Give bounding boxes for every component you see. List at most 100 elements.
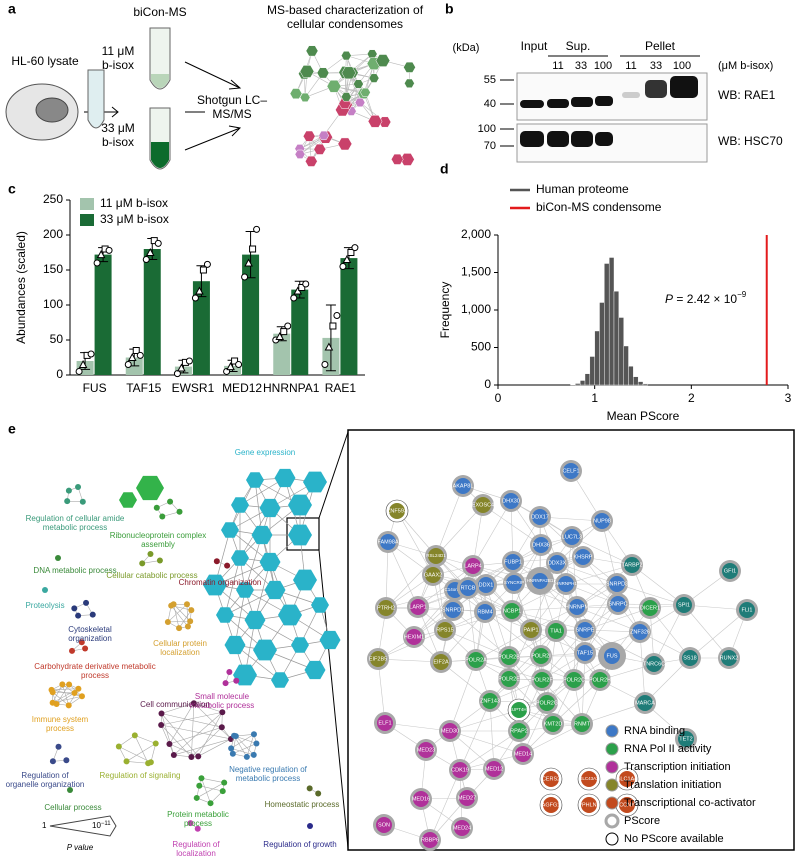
- cluster-edge: [232, 743, 257, 755]
- cluster-node: [219, 709, 226, 716]
- annotation: P = 2.42 × 10−9: [665, 290, 747, 306]
- data-point: [75, 368, 83, 375]
- cluster-label: Cytoskeletal organization: [68, 625, 112, 644]
- legend-swatch: [80, 214, 94, 226]
- cluster-node: [78, 639, 85, 646]
- cluster-node: [194, 825, 201, 832]
- cluster-node: [59, 681, 66, 688]
- node-label: HEXIM1: [404, 634, 424, 640]
- node-label: POLR2A: [465, 657, 487, 663]
- nucleus: [35, 97, 69, 123]
- network-node: [637, 695, 653, 711]
- cluster-label: Small molecule metabolic process: [189, 692, 255, 711]
- network-node: [437, 622, 453, 638]
- network-node: [294, 149, 306, 159]
- y-axis-label: Frequency: [438, 282, 452, 339]
- cluster-node: [48, 686, 55, 693]
- data-point: [136, 351, 144, 359]
- bar: [340, 258, 358, 375]
- conc-label: (μM b-isox): [718, 60, 773, 72]
- cluster-edge: [51, 689, 83, 697]
- cluster-node: [259, 552, 281, 572]
- x-tick-label: TAF15: [126, 381, 161, 395]
- data-point: [127, 352, 137, 361]
- cluster-node: [187, 618, 194, 625]
- node-label: EXOSC4: [472, 502, 494, 508]
- network-node: [577, 622, 593, 638]
- cluster-edge: [193, 702, 223, 713]
- node-label: KHSRP: [574, 554, 593, 560]
- cluster-node: [188, 753, 195, 760]
- cluster-node: [78, 693, 85, 700]
- cluster-node: [213, 558, 220, 565]
- network-node: [428, 548, 444, 564]
- cluster-edge: [51, 688, 79, 691]
- data-point: [132, 347, 140, 354]
- node-label: EIF2A: [433, 659, 449, 665]
- bar: [94, 254, 112, 375]
- network-node: [501, 649, 517, 665]
- cluster-node: [274, 468, 296, 488]
- legend-swatch: [605, 796, 619, 810]
- network-node: [389, 503, 405, 519]
- network-node: [289, 88, 303, 100]
- lane-label: 100: [594, 60, 612, 72]
- cluster-node: [259, 498, 281, 518]
- network-edge: [467, 587, 477, 661]
- data-point: [191, 294, 199, 302]
- network-node: [721, 650, 737, 666]
- network-node: [543, 797, 559, 813]
- cluster-node: [244, 610, 266, 630]
- node-label: NCBP1: [503, 608, 521, 614]
- cluster-node: [131, 732, 138, 739]
- data-point: [78, 359, 88, 368]
- cluster-node: [271, 672, 289, 688]
- legend-label: Transcriptional co-activator: [624, 797, 756, 809]
- network-edge: [565, 564, 633, 585]
- histogram-bar: [575, 383, 581, 386]
- node-label: CELF1: [562, 468, 579, 474]
- network-node: [604, 648, 620, 664]
- node-label: LARP1: [409, 604, 426, 610]
- network-node: [610, 596, 626, 612]
- y-tick-label: 100: [43, 297, 63, 311]
- marker-label: 55: [484, 74, 496, 86]
- network-node: [354, 97, 366, 108]
- cluster-node: [303, 471, 327, 493]
- network-node: [566, 672, 582, 688]
- cluster-node: [250, 751, 257, 758]
- cluster-node: [293, 569, 317, 591]
- network-node: [532, 509, 548, 525]
- cluster-label: Gene expression: [234, 448, 296, 457]
- cluster-node: [75, 685, 82, 692]
- y-tick-label: 0: [484, 377, 491, 391]
- network-node: [337, 137, 353, 151]
- network-edge: [472, 500, 512, 567]
- node-label: TIA1: [550, 628, 562, 634]
- cluster-node: [79, 498, 86, 505]
- network-edge: [459, 700, 491, 771]
- cluster-node: [203, 574, 227, 596]
- cluster-node: [119, 492, 137, 508]
- node-label: KMT2D: [544, 721, 563, 727]
- cluster-edge: [235, 733, 254, 737]
- node-label: MED30: [441, 728, 459, 734]
- cluster-edge: [224, 557, 241, 616]
- data-point: [226, 362, 235, 371]
- node-label: SYNCRIP: [504, 580, 524, 585]
- cluster-node: [253, 639, 277, 661]
- network-node: [377, 715, 393, 731]
- histogram-bar: [608, 257, 615, 386]
- network-edge: [429, 769, 461, 841]
- network-edge: [485, 584, 510, 658]
- y-tick-label: 1,500: [461, 265, 491, 279]
- data-point: [249, 245, 257, 253]
- legend-label: Human proteome: [536, 182, 629, 196]
- y-tick-label: 0: [56, 367, 63, 381]
- network-node: [539, 695, 555, 711]
- network-node: [482, 693, 498, 709]
- data-point: [199, 266, 207, 274]
- network-node: [378, 600, 394, 616]
- node-label: MED23: [417, 747, 435, 753]
